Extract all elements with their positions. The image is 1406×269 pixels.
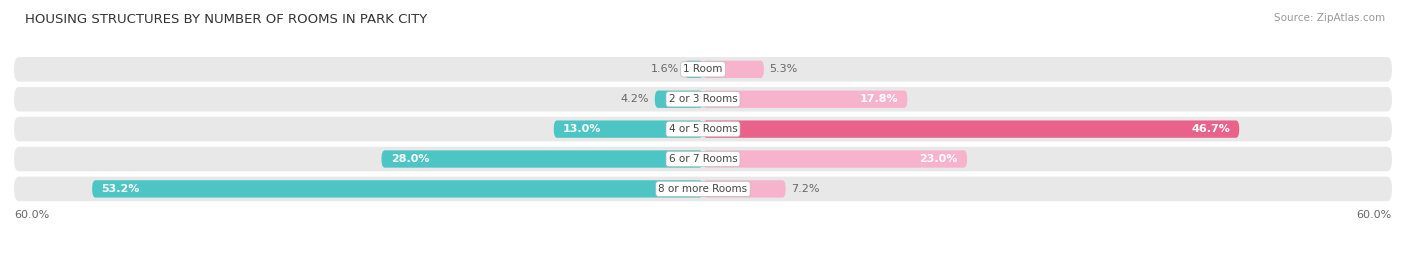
FancyBboxPatch shape [14,177,1392,201]
Text: 13.0%: 13.0% [562,124,602,134]
Text: 2 or 3 Rooms: 2 or 3 Rooms [669,94,737,104]
Text: 17.8%: 17.8% [859,94,898,104]
Text: 7.2%: 7.2% [792,184,820,194]
FancyBboxPatch shape [685,61,703,78]
Text: 6 or 7 Rooms: 6 or 7 Rooms [669,154,737,164]
Text: 1 Room: 1 Room [683,64,723,74]
FancyBboxPatch shape [14,87,1392,111]
FancyBboxPatch shape [14,147,1392,171]
Text: 23.0%: 23.0% [920,154,957,164]
Text: 8 or more Rooms: 8 or more Rooms [658,184,748,194]
Text: 5.3%: 5.3% [769,64,797,74]
FancyBboxPatch shape [703,180,786,197]
FancyBboxPatch shape [703,91,907,108]
FancyBboxPatch shape [381,150,703,168]
Text: 60.0%: 60.0% [1357,210,1392,220]
Text: HOUSING STRUCTURES BY NUMBER OF ROOMS IN PARK CITY: HOUSING STRUCTURES BY NUMBER OF ROOMS IN… [25,13,427,26]
Text: 4 or 5 Rooms: 4 or 5 Rooms [669,124,737,134]
FancyBboxPatch shape [14,117,1392,141]
FancyBboxPatch shape [554,121,703,138]
Text: 28.0%: 28.0% [391,154,429,164]
Text: 46.7%: 46.7% [1191,124,1230,134]
FancyBboxPatch shape [93,180,703,197]
FancyBboxPatch shape [703,61,763,78]
Text: 4.2%: 4.2% [620,94,650,104]
Text: 1.6%: 1.6% [651,64,679,74]
FancyBboxPatch shape [703,150,967,168]
Text: 53.2%: 53.2% [101,184,139,194]
FancyBboxPatch shape [703,121,1239,138]
FancyBboxPatch shape [14,57,1392,82]
FancyBboxPatch shape [655,91,703,108]
Text: Source: ZipAtlas.com: Source: ZipAtlas.com [1274,13,1385,23]
Text: 60.0%: 60.0% [14,210,49,220]
